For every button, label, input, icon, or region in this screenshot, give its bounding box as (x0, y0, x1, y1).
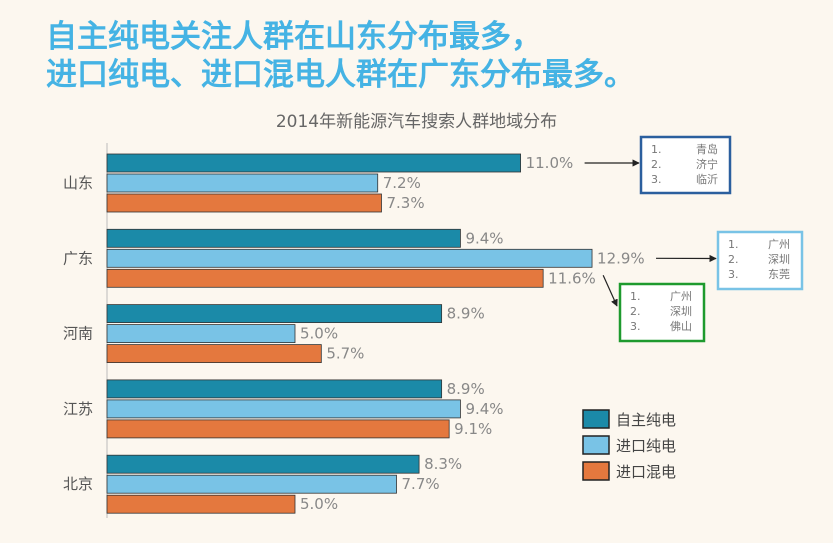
bar (106, 454, 420, 474)
legend-swatch (582, 409, 610, 429)
annotation-city: 临沂 (696, 172, 718, 186)
annotation-city: 深圳 (768, 253, 790, 266)
annotation-city: 青岛 (696, 142, 718, 156)
category-label: 山东 (63, 174, 93, 192)
data-label: 5.0% (300, 325, 338, 343)
legend-swatch (582, 461, 610, 481)
bar (106, 399, 461, 419)
annotation-city: 东莞 (768, 268, 790, 281)
data-label: 5.7% (326, 345, 364, 363)
bar (106, 474, 397, 494)
headline-line-2: 进口纯电、进口混电人群在广东分布最多。 (46, 57, 635, 93)
bar (106, 228, 461, 248)
data-label: 7.3% (386, 194, 424, 212)
annotation-city: 佛山 (670, 320, 692, 333)
data-label: 7.7% (402, 475, 440, 493)
annotation-arrow (602, 275, 618, 307)
bar (106, 173, 379, 193)
bar (106, 494, 296, 514)
annotation-number: 2. (630, 305, 641, 318)
bar (106, 304, 443, 324)
annotation-city: 深圳 (670, 305, 692, 318)
bar (106, 268, 544, 288)
annotation-number: 1. (630, 290, 641, 303)
annotation-number: 1. (651, 143, 662, 156)
annotations-group: 1. 青岛 2. 济宁 3. 临沂 1. 广州 2. 深圳 3. 东莞 1. 广州 2. 深圳 3. 佛山 (584, 135, 804, 343)
headline: 自主纯电关注人群在山东分布最多， 进口纯电、进口混电人群在广东分布最多。 (46, 18, 635, 94)
bars-group: 山东 11.0% 7.2% 7.3% 广东 9.4% 12.9%11.6% 河南 8.9% 5.0… (63, 153, 645, 514)
data-label: 8.3% (424, 455, 462, 473)
annotation-city: 广州 (670, 290, 692, 303)
bar (106, 344, 322, 364)
data-label: 9.4% (465, 229, 503, 247)
bar (106, 324, 296, 344)
data-label: 7.2% (383, 174, 421, 192)
annotation-city: 广州 (768, 238, 790, 251)
annotation-number: 3. (630, 320, 641, 333)
category-label: 河南 (63, 325, 93, 343)
bar (106, 193, 382, 213)
data-label: 11.6% (548, 269, 596, 287)
data-label: 5.0% (300, 495, 338, 513)
annotation-box (716, 230, 804, 291)
bar (106, 248, 593, 268)
category-label: 北京 (63, 475, 93, 493)
category-label: 江苏 (63, 400, 93, 418)
category-label: 广东 (63, 249, 93, 267)
legend-label: 进口纯电 (616, 437, 676, 455)
annotation-number: 3. (651, 173, 662, 186)
annotation-box (618, 282, 706, 343)
annotation-number: 3. (728, 268, 739, 281)
annotation-city: 济宁 (696, 157, 718, 171)
bar (106, 153, 522, 173)
data-label: 8.9% (447, 380, 485, 398)
bar (106, 379, 443, 399)
data-label: 9.4% (465, 400, 503, 418)
headline-line-1: 自主纯电关注人群在山东分布最多， (46, 19, 542, 55)
data-label: 12.9% (597, 249, 645, 267)
annotation-number: 2. (651, 158, 662, 171)
legend-label: 自主纯电 (616, 411, 676, 429)
data-label: 8.9% (447, 305, 485, 323)
annotation-number: 1. (728, 238, 739, 251)
data-label: 11.0% (526, 154, 574, 172)
annotation-box (639, 135, 732, 195)
annotation-number: 2. (728, 253, 739, 266)
bar (106, 419, 450, 439)
chart-title: 2014年新能源汽车搜索人群地域分布 (275, 112, 558, 132)
legend-label: 进口混电 (616, 463, 676, 481)
legend-swatch (582, 435, 610, 455)
data-label: 9.1% (454, 420, 492, 438)
